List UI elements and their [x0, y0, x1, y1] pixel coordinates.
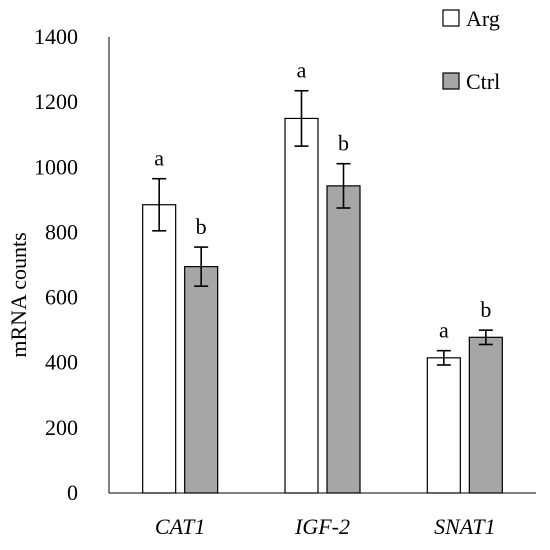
y-tick-label: 800	[45, 219, 78, 244]
y-tick-label: 600	[45, 285, 78, 310]
legend-swatch-ctrl	[442, 72, 460, 90]
x-category-label: SNAT1	[434, 514, 496, 539]
legend-swatch-arg	[442, 9, 460, 27]
bar-arg-igf-2	[284, 117, 319, 494]
bars: a b a b a b	[142, 58, 503, 494]
y-tick-label: 1400	[34, 24, 78, 49]
significance-label: a	[154, 146, 164, 171]
y-tick-label: 1000	[34, 154, 78, 179]
significance-label: a	[297, 58, 307, 83]
y-tick-label: 1200	[34, 89, 78, 114]
y-axis-ticks: 0 200 400 600 800 1000 1200 1400	[34, 24, 78, 505]
bar-ctrl-cat1	[184, 266, 219, 494]
legend: Arg Ctrl	[442, 6, 500, 94]
y-tick-label: 0	[67, 480, 78, 505]
bar-ctrl-snat1	[468, 336, 503, 494]
legend-label: Arg	[466, 6, 500, 31]
bar-ctrl-igf-2	[326, 185, 361, 494]
error-bar	[436, 349, 451, 366]
significance-label: b	[196, 214, 207, 239]
x-category-label: IGF-2	[294, 514, 350, 539]
significance-label: a	[439, 318, 449, 343]
error-bar	[152, 177, 167, 232]
error-bar	[336, 162, 351, 209]
bar-arg-snat1	[426, 357, 461, 494]
error-bar	[294, 89, 309, 147]
significance-label: b	[338, 131, 349, 156]
x-category-label: CAT1	[155, 514, 206, 539]
bar-arg-cat1	[142, 204, 177, 494]
x-axis-category-labels: CAT1 IGF-2 SNAT1	[155, 514, 496, 539]
y-tick-label: 200	[45, 415, 78, 440]
error-bar	[478, 329, 493, 346]
error-bar	[194, 246, 209, 287]
y-axis-title: mRNA counts	[6, 232, 31, 357]
significance-label: b	[480, 297, 491, 322]
legend-label: Ctrl	[466, 69, 500, 94]
y-tick-label: 400	[45, 350, 78, 375]
